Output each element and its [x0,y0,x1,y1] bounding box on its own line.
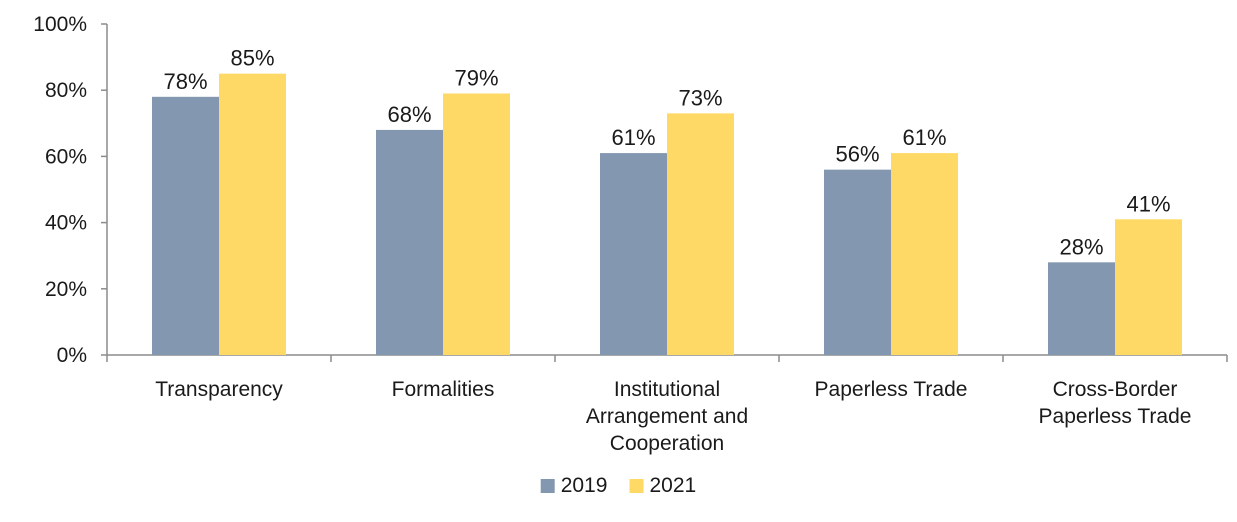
bar-2019-1 [376,129,443,355]
category-label-3: Paperless Trade [815,378,968,401]
bar-2021-4 [1115,219,1182,355]
category-label-1: Formalities [392,378,495,401]
category-label-line: Institutional [614,378,720,401]
bars-layer [152,73,1182,356]
category-label-4: Cross-Border Paperless Trade [1039,378,1192,428]
category-label-line: Transparency [155,378,283,401]
legend: 2019 2021 [540,474,697,497]
y-tick-label: 60% [45,145,87,168]
category-label-line: Arrangement and [586,405,748,428]
data-label-2019-4: 28% [1059,234,1103,259]
data-label-2021-4: 41% [1126,191,1170,216]
bar-2021-0 [219,73,286,356]
bar-2019-3 [824,169,891,355]
category-labels-layer: Transparency Formalities Institutional Arra… [155,378,1191,455]
data-label-2021-3: 61% [902,125,946,150]
data-label-2019-2: 61% [611,125,655,150]
category-label-line: Formalities [392,378,495,401]
bar-2019-4 [1048,262,1115,355]
y-tick-label: 0% [57,344,87,367]
category-label-line: Cross-Border [1053,378,1178,401]
legend-swatch-2019 [540,479,555,493]
legend-label-2019: 2019 [561,474,608,497]
category-label-line: Paperless Trade [1039,405,1192,428]
y-tick-label: 100% [33,13,87,36]
data-label-2021-0: 85% [230,46,274,71]
category-label-line: Cooperation [610,432,724,455]
data-label-2021-2: 73% [678,85,722,110]
category-label-0: Transparency [155,378,283,401]
data-label-2019-0: 78% [163,69,207,94]
bar-2019-2 [600,153,667,355]
data-label-2021-1: 79% [454,66,498,91]
category-label-2: Institutional Arrangement and Cooperation [586,378,748,455]
bar-2019-0 [152,96,219,355]
legend-swatch-2021 [629,479,644,493]
category-label-line: Paperless Trade [815,378,968,401]
axis-layer: 0% 20% 40% 60% 80% 100% [33,13,1228,367]
data-label-2019-1: 68% [387,102,431,127]
bar-2021-1 [443,93,510,355]
data-labels-layer: 78% 85% 68% 79% 61% 73% 56% 61% 28% 41% [163,46,1170,260]
y-tick-label: 20% [45,278,87,301]
y-tick-label: 40% [45,212,87,235]
legend-label-2021: 2021 [650,474,697,497]
bar-2021-2 [667,113,734,356]
data-label-2019-3: 56% [835,142,879,167]
bar-2021-3 [891,153,958,355]
y-tick-label: 80% [45,79,87,102]
